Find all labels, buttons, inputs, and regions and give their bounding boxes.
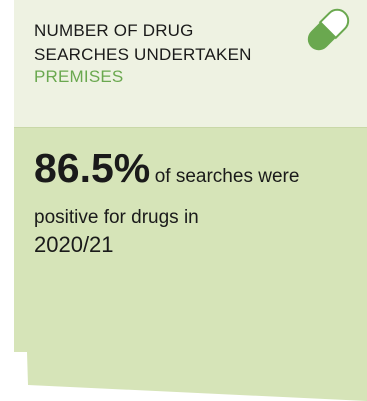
card-subtitle: PREMISES: [34, 67, 124, 86]
stat-value: 86.5%: [34, 145, 151, 191]
stat-text-line-3: 2020/21: [34, 232, 114, 257]
stat-line-1: 86.5% of searches were: [34, 145, 354, 191]
card-title-line-1: NUMBER OF DRUG: [34, 21, 194, 40]
pill-icon: [307, 8, 350, 51]
card-title-line-2: SEARCHES UNDERTAKEN: [34, 45, 252, 64]
stat-text-line-2: positive for drugs in: [34, 207, 199, 228]
stat-text-inline: of searches were: [154, 166, 300, 187]
